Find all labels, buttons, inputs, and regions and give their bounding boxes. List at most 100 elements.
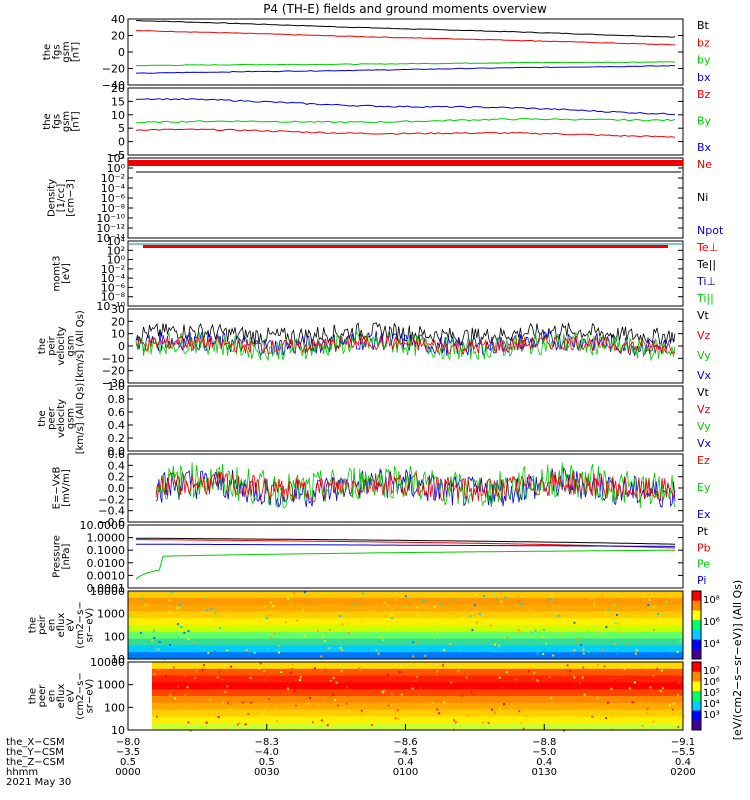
spectrogram-speckle bbox=[498, 644, 501, 647]
spectrogram-speckle bbox=[652, 674, 655, 677]
y-tick-label: 10² bbox=[107, 152, 125, 165]
series-ez bbox=[155, 471, 676, 504]
spectrogram-speckle bbox=[554, 718, 557, 721]
spectrogram-speckle bbox=[525, 628, 528, 631]
spectrogram-speckle bbox=[673, 629, 676, 632]
spectrogram-speckle bbox=[587, 650, 590, 653]
spectrogram-speckle bbox=[616, 622, 619, 625]
spectrogram-speckle bbox=[176, 607, 179, 610]
spectrogram-speckle bbox=[428, 704, 431, 707]
spectrogram-speckle bbox=[263, 679, 266, 682]
spectrogram-speckle bbox=[129, 603, 132, 606]
spectrogram-speckle bbox=[492, 592, 495, 595]
spectrogram-speckle bbox=[291, 663, 294, 666]
x-tick-label: 0.4 bbox=[398, 757, 414, 768]
spectrogram-speckle bbox=[347, 622, 350, 625]
spectrogram-speckle bbox=[491, 708, 494, 711]
spectrogram-speckle bbox=[241, 701, 244, 704]
spectrogram-speckle bbox=[163, 658, 166, 661]
legend-pe: Pe bbox=[697, 558, 710, 571]
spectrogram-speckle bbox=[180, 626, 183, 629]
y-axis-label: the bbox=[28, 617, 39, 633]
spectrogram-speckle bbox=[194, 677, 197, 680]
series-bz bbox=[135, 30, 676, 46]
y-tick-label: 0.1000 bbox=[87, 544, 126, 557]
spectrogram-speckle bbox=[517, 628, 520, 631]
spectrogram-speckle bbox=[321, 636, 324, 639]
spectrogram-speckle bbox=[387, 604, 390, 607]
spectrogram-speckle bbox=[439, 603, 442, 606]
spectrogram-speckle bbox=[347, 632, 350, 635]
y-tick-label: −5 bbox=[109, 149, 125, 162]
spectrogram-speckle bbox=[313, 667, 316, 670]
y-tick-label: 100 bbox=[104, 701, 125, 714]
spectrogram-speckle bbox=[173, 617, 176, 620]
spectrogram-speckle bbox=[478, 613, 481, 616]
spectrogram-speckle bbox=[582, 648, 585, 651]
spectrogram-speckle bbox=[383, 627, 386, 630]
spectrogram-speckle bbox=[532, 671, 535, 674]
y-tick-label: 0.6 bbox=[108, 406, 126, 419]
x-tick-label: −8.0 bbox=[116, 737, 140, 748]
y-axis-label: [nT] bbox=[70, 111, 81, 131]
y-tick-label: 10 bbox=[111, 724, 125, 737]
spectrogram-speckle bbox=[152, 716, 155, 719]
spectrogram-speckle bbox=[336, 704, 339, 707]
spectrogram-speckle bbox=[534, 629, 537, 632]
y-tick-label: 20 bbox=[111, 82, 125, 95]
spectrogram-speckle bbox=[306, 609, 309, 612]
spectrogram-speckle bbox=[443, 649, 446, 652]
spectrogram-speckle bbox=[454, 721, 457, 724]
spectrogram-speckle bbox=[226, 649, 229, 652]
spectrogram-speckle bbox=[287, 597, 290, 600]
spectrogram-speckle bbox=[626, 643, 629, 646]
spectrogram-speckle bbox=[195, 670, 198, 673]
spectrogram-speckle bbox=[665, 600, 668, 603]
spectrogram-speckle bbox=[417, 614, 420, 617]
legend-vz: Vz bbox=[697, 329, 711, 342]
legend-npot: Npot bbox=[697, 224, 724, 237]
legend-te||: Te|| bbox=[696, 258, 716, 271]
spectrogram-speckle bbox=[187, 638, 190, 641]
colorbar-tick-label: 10⁵ bbox=[703, 688, 720, 699]
y-tick-label: 20 bbox=[111, 30, 125, 43]
spectrogram-speckle bbox=[493, 711, 496, 714]
spectrogram-speckle bbox=[295, 704, 298, 707]
spectrogram-speckle bbox=[151, 639, 154, 642]
spectrogram-speckle bbox=[304, 722, 307, 725]
y-tick-label: −0.4 bbox=[98, 505, 125, 518]
y-tick-label: 10² bbox=[107, 244, 125, 257]
spectrogram-speckle bbox=[165, 674, 168, 677]
spectrogram-speckle bbox=[482, 595, 485, 598]
y-tick-label: 0.2 bbox=[108, 432, 126, 445]
colorbar-segment bbox=[692, 681, 701, 692]
spectrogram-speckle bbox=[390, 614, 393, 617]
spectrogram-speckle bbox=[421, 604, 424, 607]
colorbar-segment bbox=[692, 639, 701, 650]
spectrogram-speckle bbox=[603, 665, 606, 668]
y-tick-label: 10000 bbox=[90, 656, 125, 669]
spectrogram-speckle bbox=[309, 696, 312, 699]
spectrogram-speckle bbox=[332, 676, 335, 679]
spectrogram-speckle bbox=[388, 704, 391, 707]
panel-frame-overlay bbox=[127, 590, 684, 660]
spectrogram-speckle bbox=[247, 712, 250, 715]
spectrogram-speckle bbox=[419, 663, 422, 666]
spectrogram-speckle bbox=[335, 681, 338, 684]
spectrogram-speckle bbox=[508, 604, 511, 607]
spectrogram-speckle bbox=[628, 687, 631, 690]
spectrogram-speckle bbox=[196, 715, 199, 718]
colorbar-segment bbox=[692, 662, 701, 673]
colorbar-segment bbox=[692, 700, 701, 712]
density-band bbox=[128, 160, 683, 166]
spectrogram-band bbox=[128, 645, 683, 653]
spectrogram-speckle bbox=[294, 690, 297, 693]
spectrogram-speckle bbox=[170, 595, 173, 598]
series-bx bbox=[135, 97, 676, 116]
spectrogram-speckle bbox=[289, 671, 292, 674]
y-tick-label: 10⁻¹⁰ bbox=[96, 300, 125, 313]
spectrogram-speckle bbox=[613, 621, 616, 624]
y-tick-label: 0.0 bbox=[108, 445, 126, 458]
